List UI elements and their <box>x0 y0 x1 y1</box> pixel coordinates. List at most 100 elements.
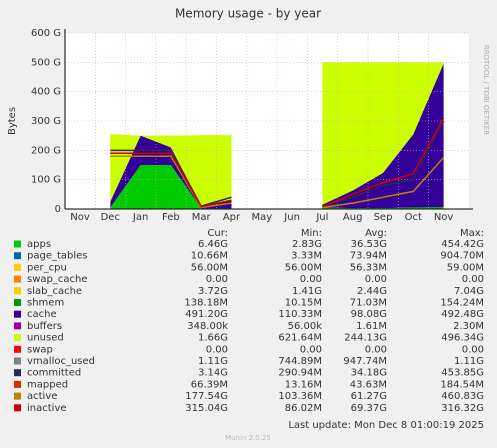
area-cache <box>322 63 444 209</box>
side-label: RRDTOOL / TOBI OETIKER <box>482 45 490 135</box>
line-active <box>322 157 445 209</box>
legend-value: 138.18M <box>184 298 228 309</box>
legend-value: 10.66M <box>191 251 228 262</box>
legend-value: 177.54G <box>185 391 228 402</box>
legend-value: 154.24M <box>440 298 484 309</box>
legend-header: Cur: <box>207 228 228 239</box>
legend-name: cache <box>27 309 57 320</box>
x-tick-label: Mar <box>192 212 212 223</box>
legend-value: 69.37G <box>351 403 387 414</box>
legend-value: 71.03M <box>350 298 387 309</box>
legend-swatch <box>14 263 21 271</box>
legend-value: 103.36M <box>278 391 322 402</box>
x-tick-label: May <box>251 212 272 223</box>
x-tick-label: Jul <box>315 212 328 223</box>
legend-swatch <box>14 275 21 283</box>
y-tick-label: 100 G <box>31 175 61 186</box>
legend-name: per_cpu <box>27 262 67 273</box>
line-committed <box>322 120 445 207</box>
legend-swatch <box>14 322 21 330</box>
legend-value: 110.33M <box>278 309 322 320</box>
legend-value: 34.18G <box>351 368 387 379</box>
legend-value: 0.00 <box>206 274 228 285</box>
legend-value: 66.39M <box>191 379 228 390</box>
legend-name: shmem <box>27 298 64 309</box>
legend-value: 61.27G <box>351 391 387 402</box>
legend-value: 1.66G <box>198 333 228 344</box>
legend-value: 3.14G <box>198 368 228 379</box>
legend-value: 460.83G <box>441 391 484 402</box>
chart-title: Memory usage - by year <box>175 7 321 21</box>
legend-swatch <box>14 357 21 365</box>
legend-value: 1.41G <box>292 286 322 297</box>
legend-header: Avg: <box>365 228 387 239</box>
legend-value: 1.11G <box>454 356 484 367</box>
y-axis-label: Bytes <box>7 107 18 135</box>
legend-name: apps <box>27 239 51 250</box>
legend-value: 86.02M <box>285 403 322 414</box>
legend-swatch <box>14 404 21 412</box>
legend-name: swap_cache <box>27 274 87 285</box>
x-tick-label: Nov <box>434 212 454 223</box>
legend-name: buffers <box>27 321 62 332</box>
legend-name: active <box>27 391 57 402</box>
legend-swatch <box>14 345 21 353</box>
legend-name: vmalloc_used <box>27 356 95 367</box>
legend-swatch <box>14 334 21 342</box>
legend-value: 2.30M <box>453 321 484 332</box>
legend-value: 2.83G <box>292 239 322 250</box>
legend-value: 315.04G <box>185 403 228 414</box>
legend-value: 10.15M <box>285 298 322 309</box>
area-unused <box>322 62 444 205</box>
legend-name: page_tables <box>27 251 88 262</box>
legend-value: 3.72G <box>198 286 228 297</box>
legend-value: 1.11G <box>198 356 228 367</box>
legend-value: 492.48G <box>441 309 484 320</box>
legend-value: 13.16M <box>285 379 322 390</box>
legend-name: slab_cache <box>27 286 82 297</box>
line-active <box>110 155 232 209</box>
legend-value: 0.00 <box>365 274 387 285</box>
legend-value: 56.00M <box>285 262 322 273</box>
line-inactive <box>110 152 232 208</box>
legend-value: 73.94M <box>350 251 387 262</box>
legend-value: 454.42G <box>441 239 484 250</box>
legend-swatch <box>14 369 21 377</box>
x-tick-label: Sep <box>374 212 393 223</box>
area-apps <box>110 165 232 209</box>
legend-value: 184.54M <box>440 379 484 390</box>
legend-value: 904.70M <box>440 251 484 262</box>
legend-value: 1.61M <box>356 321 387 332</box>
legend-value: 0.00 <box>462 344 484 355</box>
legend-swatch <box>14 299 21 306</box>
x-tick-label: Nov <box>70 212 90 223</box>
area-unused <box>110 134 232 206</box>
legend-value: 453.85G <box>441 368 484 379</box>
legend-name: mapped <box>27 379 68 390</box>
legend-swatch <box>14 287 21 295</box>
legend-value: 56.33M <box>350 262 387 273</box>
legend-header: Max: <box>460 228 484 239</box>
legend-value: 744.89M <box>278 356 322 367</box>
line-committed <box>110 149 232 207</box>
legend-name: committed <box>27 368 81 379</box>
legend-value: 496.34G <box>441 333 484 344</box>
x-tick-label: Jan <box>132 212 148 223</box>
legend-value: 244.13G <box>344 333 387 344</box>
last-update: Last update: Mon Dec 8 01:00:19 2025 <box>288 420 484 431</box>
legend-value: 56.00M <box>191 262 228 273</box>
legend-value: 98.08G <box>351 309 387 320</box>
legend-value: 36.53G <box>351 239 387 250</box>
x-tick-label: Aug <box>343 212 363 223</box>
legend-value: 7.04G <box>454 286 484 297</box>
legend-value: 0.00 <box>365 344 387 355</box>
legend-value: 947.74M <box>343 356 387 367</box>
legend-name: unused <box>27 333 64 344</box>
legend-name: swap <box>27 344 53 355</box>
x-tick-label: Dec <box>101 212 120 223</box>
y-tick-label: 400 G <box>31 87 61 98</box>
legend-value: 0.00 <box>206 344 228 355</box>
legend-value: 59.00M <box>447 262 484 273</box>
x-tick-label: Apr <box>223 212 241 223</box>
y-tick-label: 600 G <box>31 28 61 39</box>
